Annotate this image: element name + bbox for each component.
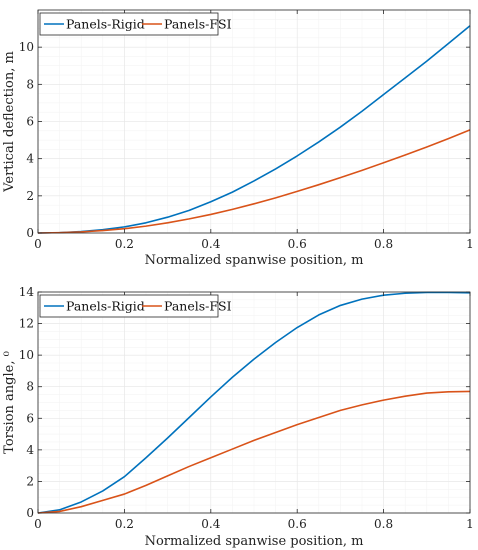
series-line-panels-fsi <box>37 390 471 514</box>
x-tick-label: 0.2 <box>115 517 134 531</box>
x-tick-label: 0.2 <box>115 237 134 251</box>
y-tick-label: 6 <box>26 115 34 129</box>
y-tick-label: 12 <box>19 317 34 331</box>
legend-entry: Panels-FSI <box>164 17 232 32</box>
x-tick-label: 0.4 <box>201 237 220 251</box>
x-tick-label: 1 <box>466 237 474 251</box>
x-axis-label: Normalized spanwise position, m <box>145 253 364 268</box>
y-tick-label: 0 <box>26 506 34 520</box>
plot-frame <box>37 291 471 514</box>
y-tick-label: 14 <box>19 285 35 299</box>
y-tick-label: 10 <box>19 348 34 362</box>
y-tick-label: 0 <box>26 226 34 240</box>
y-axis-label: Torsion angle, ⁰ <box>2 351 17 454</box>
y-axis-label: Vertical deflection, m <box>2 51 17 193</box>
y-tick-label: 2 <box>26 189 34 203</box>
y-tick-label: 6 <box>26 411 34 425</box>
x-tick-label: 0.8 <box>374 237 393 251</box>
legend: Panels-Rigid Panels-FSI <box>39 294 232 318</box>
x-axis-label: Normalized spanwise position, m <box>145 534 364 549</box>
series-line-panels-fsi <box>37 129 471 234</box>
y-tick-label: 8 <box>26 380 34 394</box>
x-tick-label: 0.6 <box>288 237 307 251</box>
y-tick-label: 4 <box>26 443 34 457</box>
legend-box <box>39 12 219 36</box>
x-tick-label: 0.4 <box>201 517 220 531</box>
y-tick-label: 4 <box>26 152 34 166</box>
x-tick-label: 1 <box>466 517 474 531</box>
legend: Panels-Rigid Panels-FSI <box>39 12 232 36</box>
legend-box <box>39 294 219 318</box>
x-tick-label: 0 <box>34 237 42 251</box>
legend-entry: Panels-Rigid <box>66 299 145 314</box>
series-line-panels-rigid <box>37 25 471 234</box>
legend-entry: Panels-Rigid <box>66 17 145 32</box>
x-tick-label: 0.8 <box>374 517 393 531</box>
y-tick-label: 2 <box>26 474 34 488</box>
x-tick-label: 0 <box>34 517 42 531</box>
y-tick-label: 8 <box>26 77 34 91</box>
series-line-panels-rigid <box>37 291 471 514</box>
legend-entry: Panels-FSI <box>164 299 232 314</box>
y-tick-label: 10 <box>19 40 34 54</box>
x-tick-label: 0.6 <box>288 517 307 531</box>
